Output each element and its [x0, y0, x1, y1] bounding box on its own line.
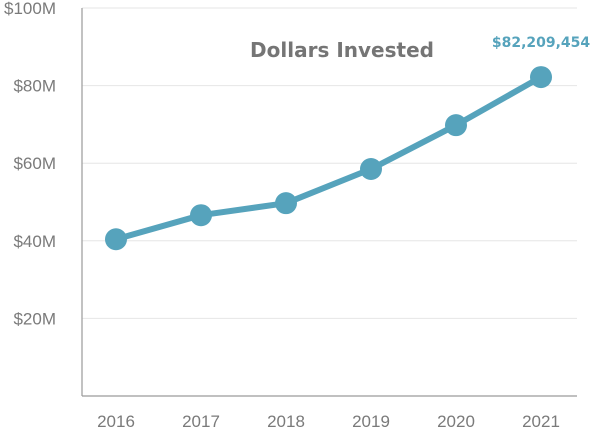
x-tick-label: 2021: [522, 412, 560, 431]
series: [113, 74, 544, 243]
data-point-2016: [105, 228, 127, 251]
x-tick-label: 2016: [97, 412, 135, 431]
series-line: [113, 74, 544, 243]
chart-title: Dollars Invested: [250, 38, 434, 62]
y-tick-label: $60M: [13, 154, 56, 173]
x-tick-label: 2020: [437, 412, 475, 431]
data-point-2019: [360, 158, 382, 181]
y-tick-label: $20M: [13, 309, 56, 328]
x-tick-label: 2019: [352, 412, 390, 431]
data-label-2021: $82,209,454: [492, 35, 590, 51]
data-point-2018: [275, 192, 297, 215]
data-point-2017: [190, 204, 212, 227]
axes: [81, 8, 577, 397]
data-point-2020: [445, 114, 467, 137]
gridlines: [82, 7, 577, 319]
points: [105, 66, 552, 251]
annotations: $82,209,454: [492, 35, 590, 51]
data-point-2021: [530, 66, 552, 89]
y-axis-ticks: $20M $40M $60M $80M $100M: [4, 0, 56, 328]
x-tick-label: 2018: [267, 412, 305, 431]
y-tick-label: $80M: [13, 77, 56, 96]
y-tick-label: $100M: [4, 0, 56, 18]
x-axis-ticks: 2016 2017 2018 2019 2020 2021: [97, 412, 560, 431]
y-tick-label: $40M: [13, 232, 56, 251]
x-tick-label: 2017: [182, 412, 220, 431]
